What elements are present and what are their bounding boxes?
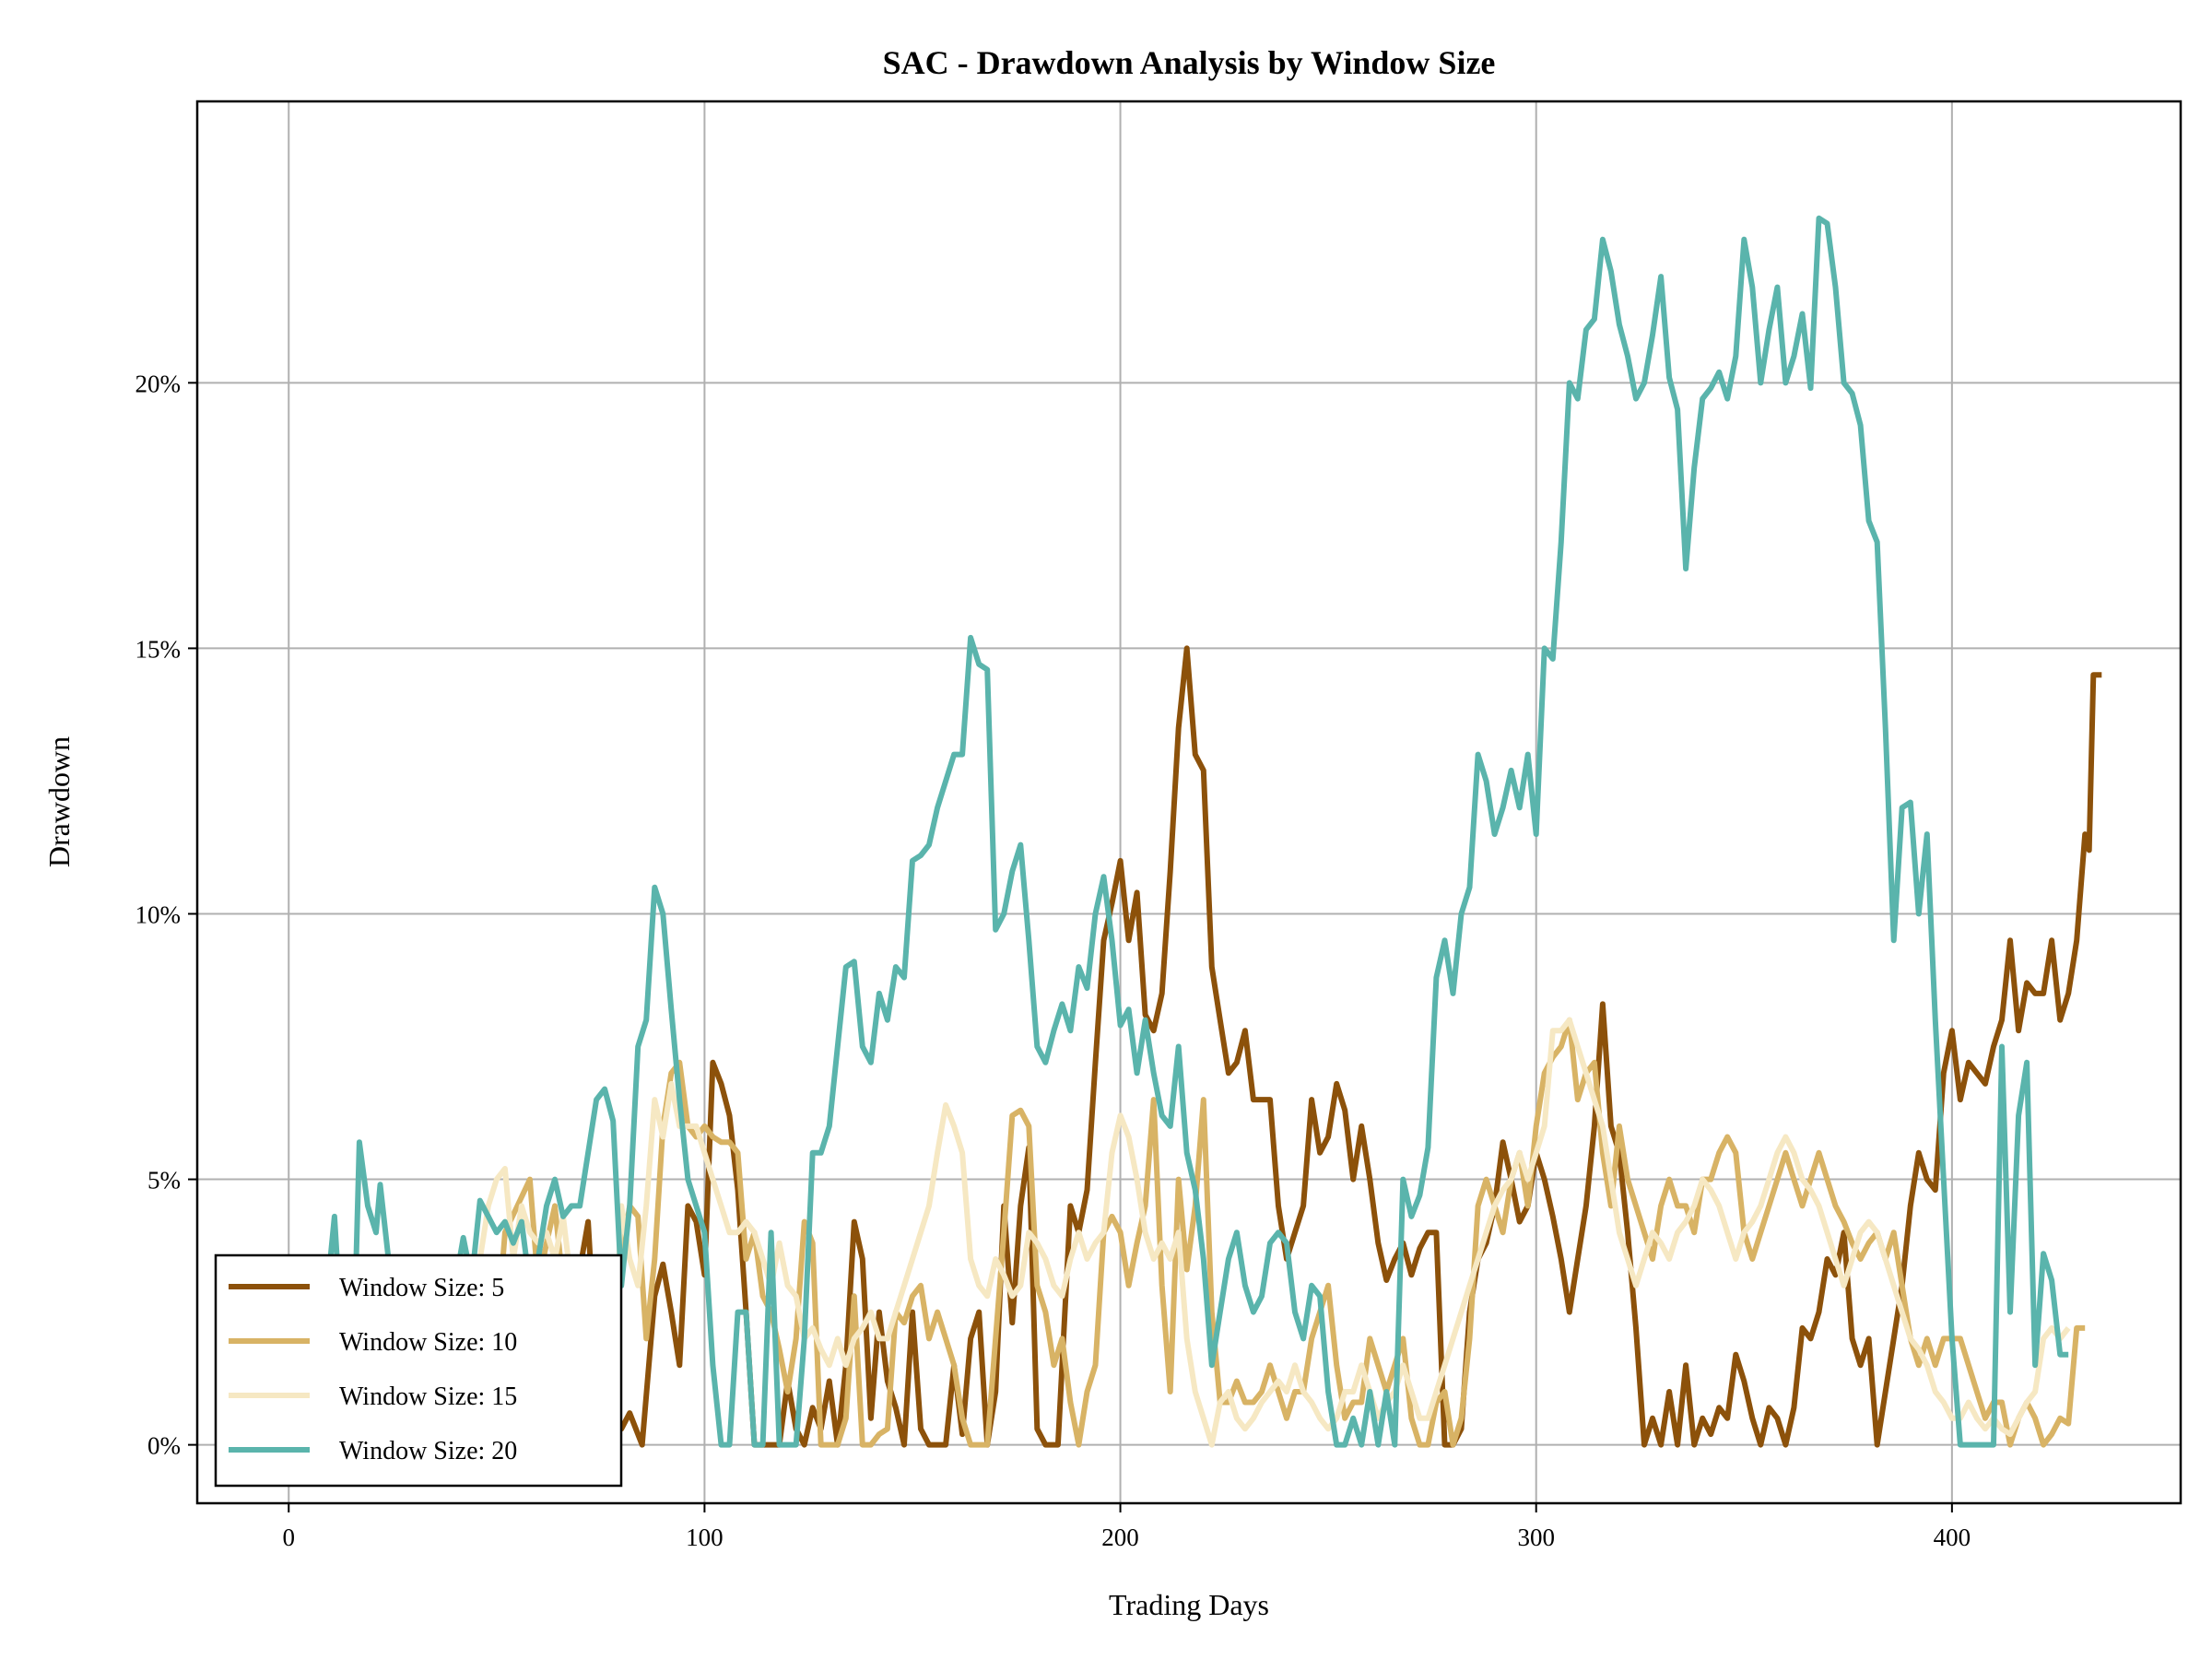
chart-title: SAC - Drawdown Analysis by Window Size [883,44,1496,81]
x-tick-label: 300 [1517,1524,1555,1551]
y-tick-label: 5% [147,1167,181,1194]
legend: Window Size: 5 Window Size: 10 Window Size… [214,1253,623,1488]
x-tick-label: 400 [1934,1524,1971,1551]
grid-lines [197,101,2181,1503]
x-tick-label: 200 [1101,1524,1139,1551]
x-axis-label: Trading Days [1109,1588,1269,1621]
series-line-3 [288,1017,2071,1448]
y-tick-label: 10% [135,900,182,928]
y-tick-label: 20% [135,370,182,397]
y-tick-label: 15% [135,635,182,663]
legend-box [214,1253,623,1488]
series-line-4 [287,215,2069,1448]
x-tick-label: 0 [283,1524,296,1551]
y-axis-label: Drawdown [42,736,76,867]
legend-label: Window Size: 10 [339,1328,517,1357]
legend-label: Window Size: 5 [339,1274,504,1302]
x-tick-label: 100 [686,1524,724,1551]
axis-ticks: 0 100 200 300 400 0% 5% 10% 15% 20% [135,370,1971,1551]
plot-frame [195,100,2183,1505]
legend-label: Window Size: 20 [339,1437,517,1465]
y-tick-label: 0% [147,1432,181,1460]
legend-label: Window Size: 15 [339,1382,517,1411]
series-line-2 [288,1017,2086,1448]
series-lines [287,215,2102,1448]
